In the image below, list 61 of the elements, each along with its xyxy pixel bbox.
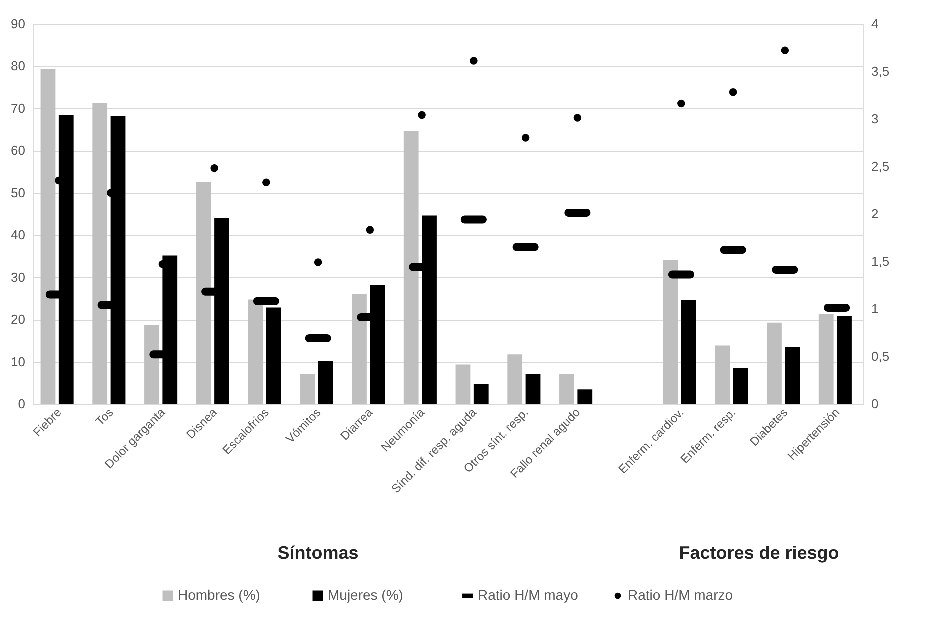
bar [560,374,574,404]
bar [578,390,593,404]
bar [474,384,489,404]
point [314,258,322,266]
point [678,100,686,108]
y2-tick-label: 2,5 [872,159,890,174]
bar [40,69,56,404]
bar [300,374,316,404]
bar [767,322,782,404]
y-tick-label: 70 [11,100,26,116]
x-tick-label: Tos [93,406,116,429]
legend-label: Ratio H/M marzo [628,587,734,603]
point [262,178,270,187]
text: Factores de riesgo [679,543,840,563]
bar [837,316,852,404]
legend-label: Hombres (%) [178,587,260,603]
y-tick-label: 50 [11,185,26,200]
y2-tick-label: 4 [872,16,879,32]
bar [404,131,419,404]
y-tick-label: 40 [11,228,26,243]
bar [456,364,471,404]
bar [318,361,334,404]
bar [266,308,282,404]
bar [818,314,834,404]
y-tick-label: 0 [18,396,26,412]
bar [508,354,523,404]
point [522,134,530,142]
legend-label: Ratio H/M mayo [478,587,579,603]
bar [92,102,108,404]
y2-tick-label: 1,5 [872,254,890,269]
bar [733,368,748,404]
y2-tick-label: 2 [872,206,879,222]
legend-label: Mujeres (%) [328,587,404,603]
y2-tick-label: 0 [872,396,879,412]
point [729,88,738,96]
bar [681,300,696,404]
y2-tick-label: 1 [872,302,879,316]
bar [144,325,160,404]
point [418,111,426,120]
y-tick-label: 20 [11,312,26,328]
y2-tick-label: 3 [872,112,879,126]
point [781,46,790,54]
y2-tick-label: 3,5 [872,64,890,79]
bar [715,346,730,404]
text: Síntomas [278,543,359,563]
y-tick-label: 10 [11,354,26,370]
point [470,57,478,65]
y-tick-label: 90 [11,16,26,32]
y-tick-label: 30 [11,270,26,285]
bar [785,347,800,404]
bar [248,300,264,404]
point [210,164,218,172]
bar [526,374,541,404]
bar [196,182,212,404]
bar [352,294,367,404]
y-tick-label: 80 [11,58,26,74]
y-tick-label: 60 [11,143,26,158]
bar [663,260,678,404]
y2-tick-label: 0,5 [872,349,890,364]
point [574,114,582,122]
point [366,226,374,234]
